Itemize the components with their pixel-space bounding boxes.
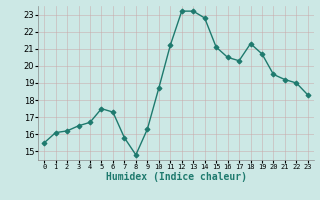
X-axis label: Humidex (Indice chaleur): Humidex (Indice chaleur): [106, 172, 246, 182]
